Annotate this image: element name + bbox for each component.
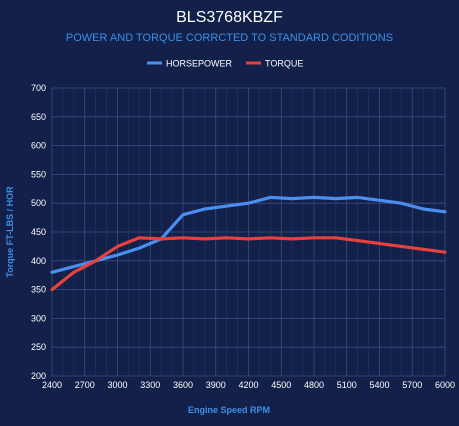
x-axis-label: Engine Speed RPM bbox=[188, 405, 270, 415]
x-tick-label: 3600 bbox=[173, 380, 193, 390]
y-tick-label: 700 bbox=[31, 83, 46, 93]
y-tick-label: 350 bbox=[31, 285, 46, 295]
x-tick-label: 4200 bbox=[238, 380, 258, 390]
y-axis-label: Torque FT-LBS / HOR bbox=[5, 186, 15, 278]
y-tick-label: 650 bbox=[31, 112, 46, 122]
y-tick-label: 300 bbox=[31, 313, 46, 323]
x-tick-label: 4500 bbox=[271, 380, 291, 390]
x-axis: 2400 2700 3000 3300 3600 3900 4200 4500 4800 5100… bbox=[42, 380, 455, 390]
series-layer bbox=[50, 195, 447, 292]
y-tick-label: 500 bbox=[31, 198, 46, 208]
y-tick-label: 250 bbox=[31, 342, 46, 352]
chart-grid bbox=[51, 87, 446, 377]
x-tick-label: 5100 bbox=[337, 380, 357, 390]
chart-subtitle: POWER AND TORQUE CORRCTED TO STANDARD CO… bbox=[66, 32, 393, 44]
y-tick-label: 600 bbox=[31, 141, 46, 151]
x-tick-label: 3000 bbox=[107, 380, 127, 390]
y-tick-label: 550 bbox=[31, 169, 46, 179]
legend-label-horsepower[interactable]: HORSEPOWER bbox=[166, 59, 233, 69]
x-tick-label: 3300 bbox=[140, 380, 160, 390]
x-tick-label: 5400 bbox=[369, 380, 389, 390]
y-tick-label: 200 bbox=[31, 371, 46, 381]
y-tick-label: 450 bbox=[31, 227, 46, 237]
x-tick-label: 3900 bbox=[206, 380, 226, 390]
x-tick-label: 4800 bbox=[304, 380, 324, 390]
y-axis: 700 650 600 550 500 450 400 350 300 250 200 bbox=[31, 83, 46, 381]
chart-legend: HORSEPOWER TORQUE bbox=[147, 59, 303, 69]
x-tick-label: 6000 bbox=[435, 380, 455, 390]
series-line-horsepower bbox=[50, 195, 447, 274]
x-tick-label: 5700 bbox=[402, 380, 422, 390]
y-tick-label: 400 bbox=[31, 256, 46, 266]
x-tick-label: 2400 bbox=[42, 380, 62, 390]
series-line-torque bbox=[50, 236, 447, 292]
legend-label-torque[interactable]: TORQUE bbox=[265, 59, 303, 69]
chart-title: BLS3768KBZF bbox=[176, 9, 283, 26]
x-tick-label: 2700 bbox=[75, 380, 95, 390]
